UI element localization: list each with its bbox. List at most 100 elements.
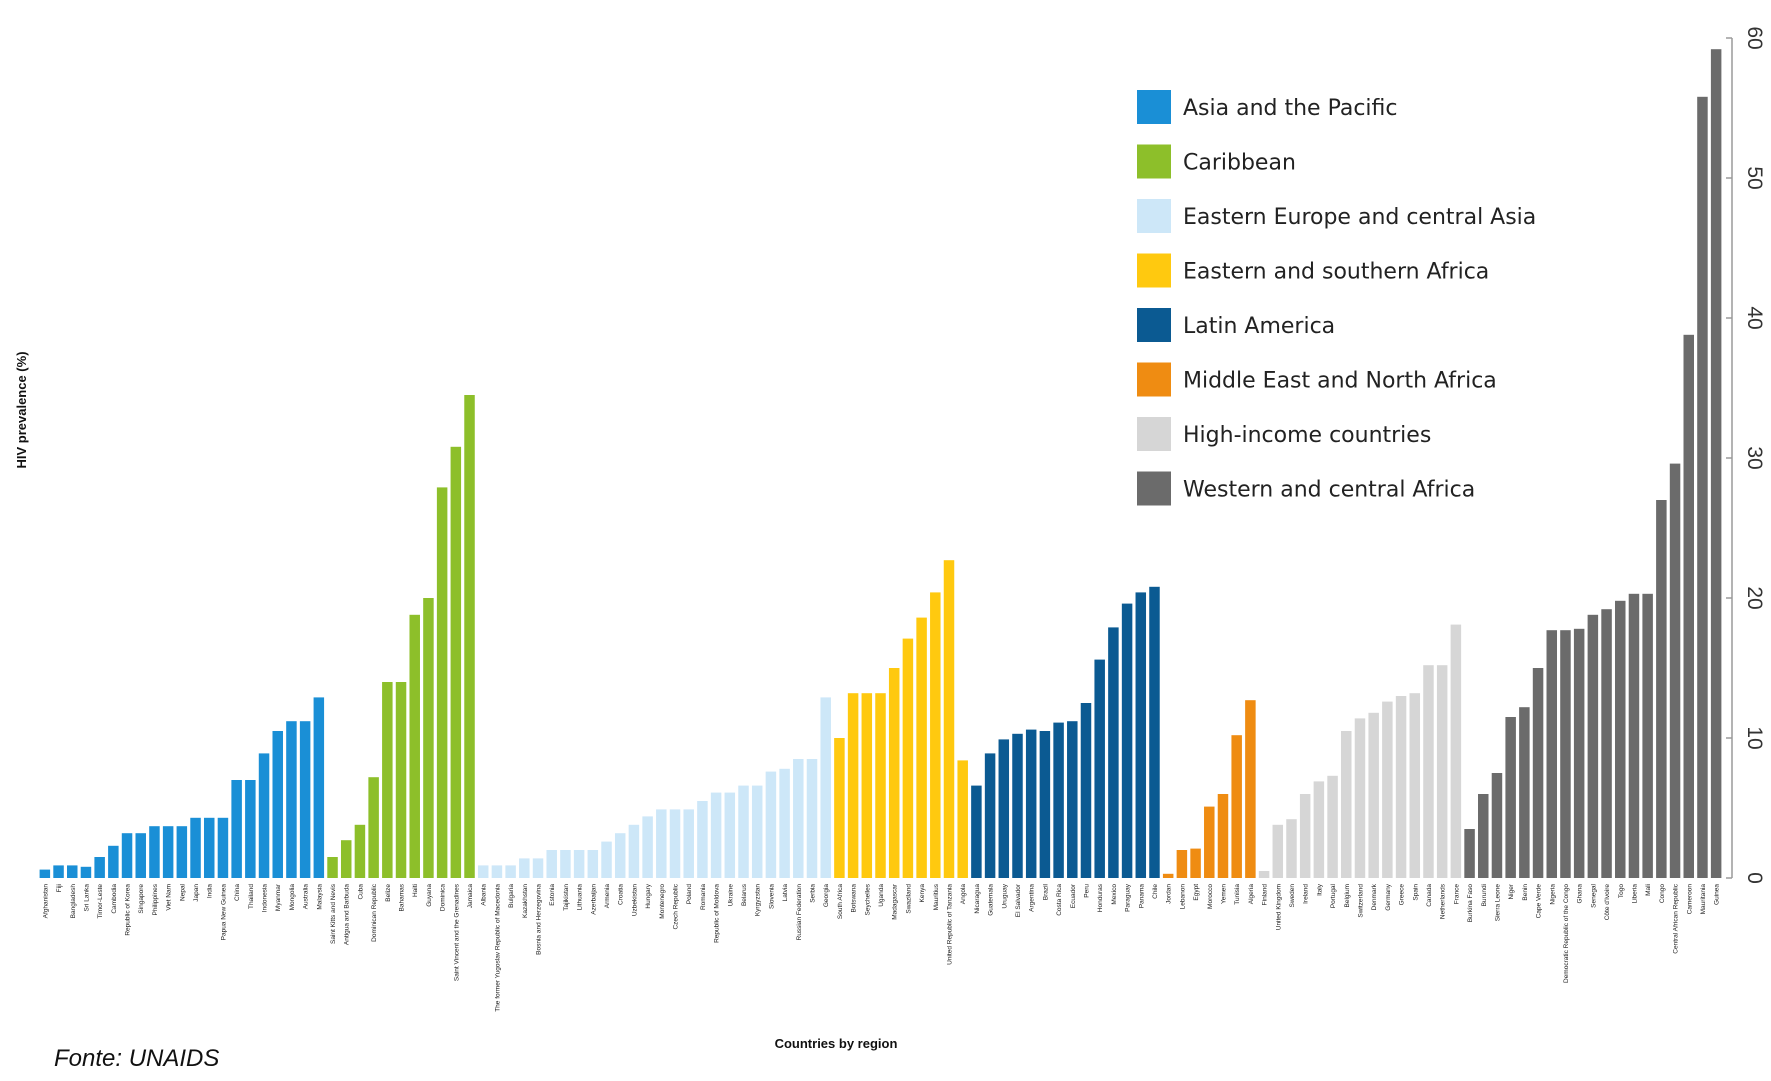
legend-label: Eastern and southern Africa bbox=[1183, 260, 1489, 285]
bar bbox=[697, 801, 708, 878]
bar bbox=[793, 759, 804, 878]
bar bbox=[957, 760, 968, 878]
category-label: El Salvador bbox=[1015, 883, 1022, 917]
bar bbox=[1190, 848, 1201, 878]
bar bbox=[1423, 665, 1434, 878]
category-label: Peru bbox=[1083, 884, 1090, 898]
bar bbox=[943, 560, 955, 878]
category-label: Uruguay bbox=[1001, 883, 1008, 908]
category-label: Lebanon bbox=[1179, 884, 1186, 910]
bar bbox=[587, 850, 599, 878]
category-label: Republic of Korea bbox=[125, 884, 132, 936]
category-label: Bosnia and Herzegovina bbox=[536, 884, 543, 955]
legend-label: High-income countries bbox=[1183, 423, 1431, 448]
bar bbox=[1341, 731, 1352, 878]
category-label: Cape Verde bbox=[1536, 884, 1543, 919]
bar bbox=[546, 850, 557, 878]
category-label: Seychelles bbox=[864, 883, 871, 915]
legend-swatch bbox=[1137, 253, 1171, 288]
bar bbox=[135, 833, 146, 878]
bar bbox=[53, 865, 64, 878]
category-label: The former Yugoslav Republic of Macedoni… bbox=[494, 884, 501, 1012]
category-label: Togo bbox=[1618, 884, 1625, 898]
bar bbox=[875, 693, 886, 878]
bar bbox=[1615, 600, 1626, 878]
category-label: Paraguay bbox=[1125, 883, 1132, 912]
bar bbox=[368, 777, 379, 878]
category-label: Germany bbox=[1385, 883, 1392, 910]
category-label: Japan bbox=[193, 884, 200, 902]
bar bbox=[573, 850, 585, 878]
category-label: Panama bbox=[1138, 884, 1145, 909]
bar bbox=[1656, 500, 1667, 878]
category-label: Canada bbox=[1426, 884, 1433, 907]
category-label: Antigua and Barbuda bbox=[344, 884, 351, 945]
category-label: Montenegro bbox=[659, 884, 666, 919]
bar bbox=[258, 753, 270, 878]
bar bbox=[724, 792, 736, 878]
bar bbox=[231, 780, 242, 878]
category-label: Hungary bbox=[645, 883, 652, 908]
bar bbox=[1025, 729, 1037, 878]
category-label: Yemen bbox=[1220, 884, 1227, 904]
legend-label: Eastern Europe and central Asia bbox=[1183, 205, 1536, 230]
category-label: Mauritania bbox=[1700, 884, 1707, 915]
legend-swatch bbox=[1137, 199, 1171, 233]
category-label: Switzerland bbox=[1357, 884, 1364, 918]
category-label: Fiji bbox=[56, 884, 63, 892]
category-label: United Kingdom bbox=[1275, 884, 1282, 930]
category-label: Madagascar bbox=[892, 883, 899, 920]
category-label: Netherlands bbox=[1440, 883, 1447, 919]
bars-group bbox=[39, 49, 1722, 879]
category-label: Uzbekistan bbox=[631, 884, 638, 917]
category-label: Lithuania bbox=[577, 884, 584, 911]
legend-label: Asia and the Pacific bbox=[1183, 96, 1398, 121]
legend-swatch bbox=[1137, 144, 1171, 179]
category-label: Portugal bbox=[1330, 883, 1337, 908]
category-label: Mauritius bbox=[933, 883, 940, 910]
bar bbox=[1491, 773, 1503, 878]
bar bbox=[1313, 781, 1325, 878]
bar bbox=[1217, 794, 1229, 878]
legend-swatch bbox=[1137, 308, 1171, 342]
source-note: Fonte: UNAIDS bbox=[54, 1045, 219, 1072]
category-label: Guyana bbox=[426, 884, 433, 907]
bar bbox=[203, 817, 215, 878]
category-label: Mali bbox=[1645, 884, 1652, 896]
category-label: Afghanistan bbox=[42, 884, 49, 919]
bar bbox=[1450, 624, 1462, 878]
y-tick-label: 60 bbox=[1743, 26, 1766, 49]
category-label: Argentina bbox=[1029, 884, 1036, 912]
category-label: Myanmar bbox=[275, 883, 282, 911]
bar bbox=[1258, 871, 1270, 878]
category-label: Guatemala bbox=[988, 884, 995, 916]
category-label: Jordan bbox=[1166, 884, 1173, 904]
y-tick-label: 40 bbox=[1743, 306, 1766, 329]
bar bbox=[656, 809, 667, 878]
bar bbox=[354, 824, 366, 878]
legend-label: Caribbean bbox=[1183, 151, 1296, 176]
category-label: Saint Vincent and the Grenadines bbox=[453, 883, 460, 981]
bar bbox=[1149, 586, 1160, 878]
bar bbox=[1601, 609, 1612, 878]
y-tick-label: 30 bbox=[1743, 446, 1766, 469]
category-label: France bbox=[1453, 884, 1460, 905]
category-label: Jamaica bbox=[467, 884, 474, 909]
bar bbox=[1464, 829, 1475, 878]
category-label: Bulgaria bbox=[508, 884, 515, 908]
y-tick-label: 0 bbox=[1743, 872, 1766, 884]
category-label: Czech Republic bbox=[673, 883, 680, 929]
category-label: Azerbaijan bbox=[590, 884, 597, 915]
bar bbox=[1478, 794, 1489, 878]
category-label: Romania bbox=[700, 884, 707, 910]
category-label: Senegal bbox=[1590, 883, 1597, 907]
bar bbox=[1519, 707, 1530, 878]
category-label: Guinea bbox=[1714, 884, 1721, 905]
bar bbox=[847, 693, 859, 878]
category-label: Bangladesh bbox=[70, 884, 77, 919]
category-label: Belarus bbox=[741, 883, 748, 906]
category-label: Algeria bbox=[1248, 884, 1255, 905]
category-label: Cameroon bbox=[1686, 884, 1693, 915]
category-label: Australia bbox=[303, 884, 310, 910]
